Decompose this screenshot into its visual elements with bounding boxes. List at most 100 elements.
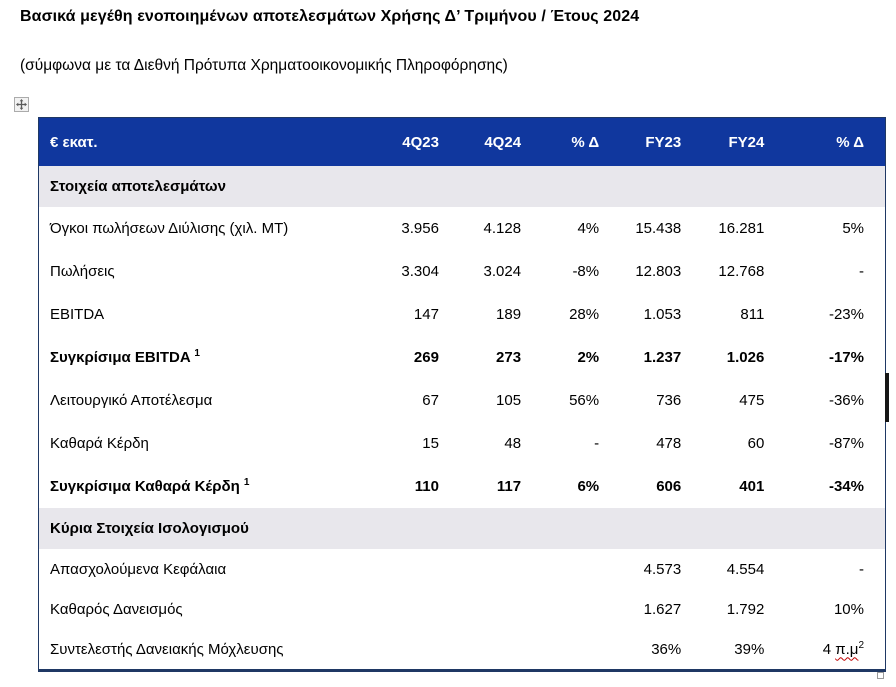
cell-fy24: 811 (681, 293, 765, 336)
move-arrows-icon (16, 99, 27, 110)
cell-pct-delta-fy: 10% (764, 589, 886, 629)
table-row: Απασχολούμενα Κεφάλαια 4.573 4.554- (38, 549, 886, 589)
section-header-row: Κύρια Στοιχεία Ισολογισμού (38, 508, 886, 549)
cell-fy23: 4.573 (599, 549, 682, 589)
row-label: Συγκρίσιμα Καθαρά Κέρδη 1 (38, 465, 369, 508)
row-label: Καθαρός Δανεισμός (38, 589, 369, 629)
cell-pct-delta-fy: -17% (764, 336, 886, 379)
cell-fy24: 1.792 (681, 589, 765, 629)
cell-pct-delta-fy: -87% (764, 422, 886, 465)
cell-fy23: 36% (599, 629, 682, 671)
cell-pct-delta-q (521, 549, 600, 589)
cell-pct-delta-q (521, 629, 600, 671)
cell-fy24: 39% (681, 629, 765, 671)
cell-pct-delta-q (521, 589, 600, 629)
cell-pct-delta-q: 28% (521, 293, 600, 336)
table-row: Συντελεστής Δανειακής Μόχλευσης 36% 39% 4 π… (38, 629, 886, 671)
cell-4q24 (438, 629, 522, 671)
section-header-label: Κύρια Στοιχεία Ισολογισμού (38, 508, 886, 549)
row-label: Πωλήσεις (38, 250, 369, 293)
cell-4q24: 105 (438, 379, 522, 422)
row-label: EBITDA (38, 293, 369, 336)
financial-results-table: € εκατ. 4Q23 4Q24 % Δ FY23 FY24 % Δ Στοι… (38, 117, 886, 672)
section-header-label: Στοιχεία αποτελεσμάτων (38, 166, 886, 207)
cell-fy24: 401 (681, 465, 765, 508)
cell-pct-delta-q: 56% (521, 379, 600, 422)
cell-fy24: 16.281 (681, 207, 765, 250)
cell-fy23: 1.237 (599, 336, 682, 379)
table-row: Συγκρίσιμα EBITDA 1 269 273 2% 1.237 1.026 -17… (38, 336, 886, 379)
row-label: Συντελεστής Δανειακής Μόχλευσης (38, 629, 369, 671)
table-move-handle[interactable] (14, 97, 29, 112)
page-subtitle: (σύμφωνα με τα Διεθνή Πρότυπα Χρηματοοικ… (20, 57, 508, 74)
cell-pct-delta-q: -8% (521, 250, 600, 293)
cell-fy24: 12.768 (681, 250, 765, 293)
cell-pct-delta-q: 6% (521, 465, 600, 508)
row-label: Όγκοι πωλήσεων Διύλισης (χιλ. ΜΤ) (38, 207, 369, 250)
cell-fy23: 1.627 (599, 589, 682, 629)
spellcheck-underlined-text: π.μ (835, 640, 859, 658)
cell-4q23: 269 (368, 336, 439, 379)
cell-fy24: 60 (681, 422, 765, 465)
cell-fy24: 4.554 (681, 549, 765, 589)
cell-4q24 (438, 589, 522, 629)
cell-fy23: 1.053 (599, 293, 682, 336)
cell-4q23 (368, 629, 439, 671)
cell-4q24: 48 (438, 422, 522, 465)
page-title: Βασικά μεγέθη ενοποιημένων αποτελεσμάτων… (20, 8, 640, 25)
section-header-row: Στοιχεία αποτελεσμάτων (38, 166, 886, 207)
cell-4q24: 189 (438, 293, 522, 336)
scrollbar-thumb[interactable] (885, 373, 889, 422)
cell-4q23 (368, 549, 439, 589)
cell-pct-delta-fy: - (764, 250, 886, 293)
table-row: Καθαρός Δανεισμός 1.627 1.792 10% (38, 589, 886, 629)
cell-fy23: 15.438 (599, 207, 682, 250)
cell-fy23: 478 (599, 422, 682, 465)
table-row: Λειτουργικό Αποτέλεσμα 67 105 56% 736 475 -36% (38, 379, 886, 422)
cell-pct-delta-q: 4% (521, 207, 600, 250)
col-header-pct-delta-fy: % Δ (764, 117, 886, 166)
cell-fy23: 12.803 (599, 250, 682, 293)
cell-pct-delta-fy: 4 π.μ2 (764, 629, 886, 671)
cell-4q24: 4.128 (438, 207, 522, 250)
cell-fy23: 606 (599, 465, 682, 508)
cell-fy24: 1.026 (681, 336, 765, 379)
cell-4q24: 3.024 (438, 250, 522, 293)
table-row: Όγκοι πωλήσεων Διύλισης (χιλ. ΜΤ) 3.956 4.… (38, 207, 886, 250)
cell-4q23: 3.304 (368, 250, 439, 293)
row-label: Καθαρά Κέρδη (38, 422, 369, 465)
table-header-row: € εκατ. 4Q23 4Q24 % Δ FY23 FY24 % Δ (38, 117, 886, 166)
cell-4q23: 3.956 (368, 207, 439, 250)
cell-pct-delta-q: - (521, 422, 600, 465)
cell-4q23 (368, 589, 439, 629)
row-label: Λειτουργικό Αποτέλεσμα (38, 379, 369, 422)
cell-4q23: 147 (368, 293, 439, 336)
cell-4q23: 110 (368, 465, 439, 508)
cell-pct-delta-fy: -34% (764, 465, 886, 508)
table-row: EBITDA 147 189 28% 1.053 811 -23% (38, 293, 886, 336)
table-row: Πωλήσεις 3.304 3.024 -8% 12.803 12.768- (38, 250, 886, 293)
cell-pct-delta-fy: -23% (764, 293, 886, 336)
cell-4q23: 67 (368, 379, 439, 422)
table-resize-handle[interactable] (877, 672, 884, 679)
cell-pct-delta-fy: 5% (764, 207, 886, 250)
col-header-4q24: 4Q24 (438, 117, 522, 166)
cell-fy23: 736 (599, 379, 682, 422)
cell-pct-delta-fy: -36% (764, 379, 886, 422)
table-row: Συγκρίσιμα Καθαρά Κέρδη 1 110 117 6% 606 401-… (38, 465, 886, 508)
cell-4q24: 117 (438, 465, 522, 508)
col-header-pct-delta-q: % Δ (521, 117, 600, 166)
col-header-4q23: 4Q23 (368, 117, 439, 166)
row-label: Απασχολούμενα Κεφάλαια (38, 549, 369, 589)
col-header-fy23: FY23 (599, 117, 682, 166)
row-label: Συγκρίσιμα EBITDA 1 (38, 336, 369, 379)
cell-4q24 (438, 549, 522, 589)
cell-fy24: 475 (681, 379, 765, 422)
col-header-unit: € εκατ. (38, 117, 369, 166)
cell-4q24: 273 (438, 336, 522, 379)
cell-4q23: 15 (368, 422, 439, 465)
footnote-marker: 2 (858, 639, 864, 651)
cell-pct-delta-fy: - (764, 549, 886, 589)
footnote-marker: 1 (243, 477, 250, 488)
cell-pct-delta-q: 2% (521, 336, 600, 379)
